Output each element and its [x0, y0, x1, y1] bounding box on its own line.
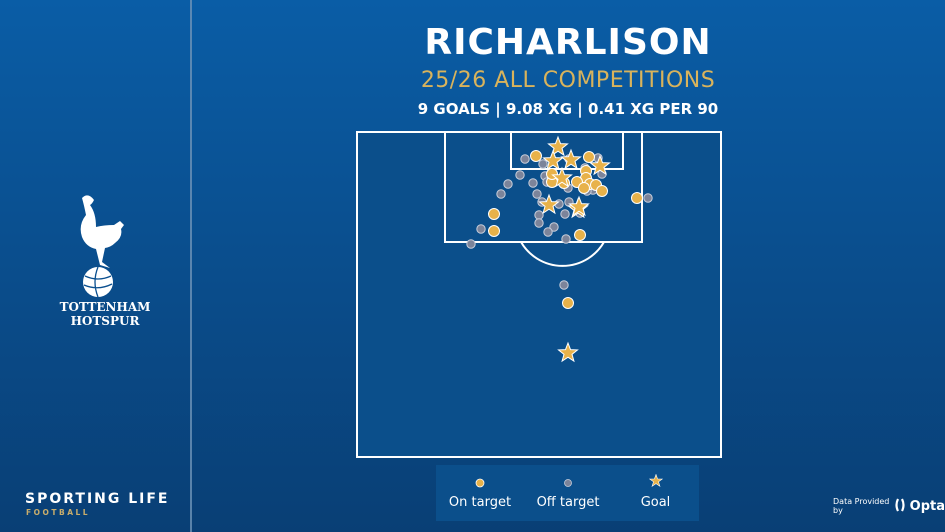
goal-star-marker — [542, 149, 564, 171]
legend: On target Off target Goal — [436, 465, 699, 521]
off-target-shot-marker — [466, 239, 476, 249]
on-target-shot-marker — [578, 182, 590, 194]
stats-summary: 9 GOALS | 9.08 XG | 0.41 XG PER 90 — [417, 100, 719, 118]
on-target-shot-marker — [596, 185, 608, 197]
season-label: 25/26 ALL COMPETITIONS — [420, 68, 716, 93]
player-name: RICHARLISON — [424, 22, 712, 63]
off-target-shot-marker — [561, 234, 571, 244]
off-target-shot-marker — [520, 154, 530, 164]
goal-star-icon — [648, 473, 663, 492]
goal-star-marker — [589, 154, 611, 176]
tottenham-hotspur-crest-icon — [60, 190, 150, 340]
on-target-shot-marker — [583, 151, 595, 163]
on-target-shot-marker — [574, 229, 586, 241]
opta-logo-icon — [895, 498, 905, 514]
club-name-line1: TOTTENHAM — [59, 300, 151, 314]
goal-star-marker — [557, 341, 579, 363]
on-target-dot-icon — [475, 477, 485, 492]
goal-star-marker — [538, 193, 560, 215]
club-name: TOTTENHAM HOTSPUR — [55, 300, 155, 328]
off-target-shot-marker — [515, 170, 525, 180]
sidebar-divider — [190, 0, 192, 532]
club-name-line2: HOTSPUR — [70, 314, 140, 328]
pitch-markings — [356, 131, 722, 458]
off-target-shot-marker — [643, 193, 653, 203]
off-target-shot-marker — [543, 227, 553, 237]
off-target-shot-marker — [496, 189, 506, 199]
goal-star-marker — [568, 195, 590, 217]
goal-star-marker — [547, 135, 569, 157]
sporting-life-football: FOOTBALL — [26, 508, 91, 517]
on-target-shot-marker — [562, 297, 574, 309]
off-target-shot-marker — [549, 222, 559, 232]
legend-off-target: Off target — [524, 465, 612, 521]
legend-goal: Goal — [612, 465, 699, 521]
shot-map-pitch — [356, 131, 722, 458]
data-provider: Data Provided by Opta — [833, 497, 945, 515]
legend-on-target: On target — [436, 465, 524, 521]
on-target-shot-marker — [488, 208, 500, 220]
goal-star-marker — [560, 148, 582, 170]
off-target-shot-marker — [532, 189, 542, 199]
on-target-shot-marker — [631, 192, 643, 204]
off-target-shot-marker — [559, 280, 569, 290]
off-target-dot-icon — [563, 477, 573, 492]
goal-star-marker — [551, 166, 573, 188]
sporting-life-logo: SPORTING LIFE — [25, 491, 170, 507]
off-target-shot-marker — [534, 218, 544, 228]
off-target-shot-marker — [538, 159, 548, 169]
off-target-shot-marker — [560, 209, 570, 219]
shot-markers — [466, 135, 653, 363]
off-target-shot-marker — [528, 178, 538, 188]
on-target-shot-marker — [488, 225, 500, 237]
off-target-shot-marker — [476, 224, 486, 234]
off-target-shot-marker — [534, 210, 544, 220]
off-target-shot-marker — [503, 179, 513, 189]
on-target-shot-marker — [530, 150, 542, 162]
